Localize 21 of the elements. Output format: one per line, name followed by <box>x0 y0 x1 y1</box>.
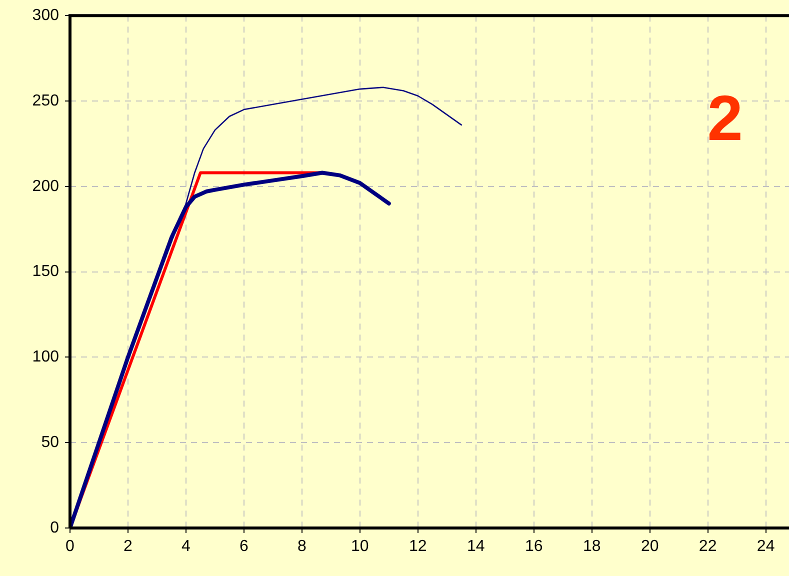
x-tick-label: 22 <box>698 538 717 556</box>
x-tick-label: 0 <box>66 538 75 556</box>
x-tick-label: 16 <box>524 538 543 556</box>
x-tick-label: 20 <box>640 538 659 556</box>
annotation: 2 <box>707 82 743 154</box>
x-tick-label: 4 <box>182 538 191 556</box>
x-tick-label: 12 <box>409 538 427 556</box>
y-tick-label: 100 <box>32 348 60 366</box>
x-tick-label: 10 <box>351 538 369 556</box>
y-tick-label: 250 <box>32 92 60 110</box>
y-tick-label: 150 <box>32 263 60 280</box>
y-tick-label: 200 <box>32 178 60 195</box>
y-tick-label: 0 <box>50 519 60 536</box>
x-tick-label: 18 <box>582 538 601 556</box>
x-tick-label: 24 <box>756 538 775 556</box>
y-tick-label: 50 <box>41 434 60 452</box>
y-tick-label: 300 <box>32 7 60 24</box>
x-tick-label: 8 <box>297 538 306 556</box>
x-tick-label: 2 <box>124 538 133 556</box>
x-tick-label: 14 <box>466 538 485 556</box>
x-tick-label: 6 <box>240 538 248 556</box>
